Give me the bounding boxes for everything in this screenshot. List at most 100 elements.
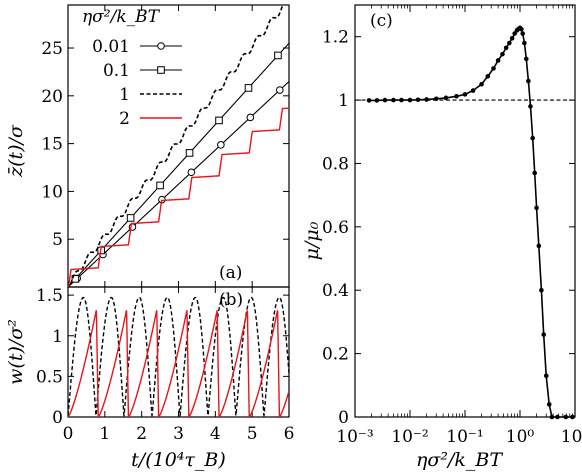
y-axis-label: z̄(t)/σ bbox=[5, 124, 27, 178]
panel-label-c: (c) bbox=[370, 11, 393, 31]
x-tick-label: 10⁰ bbox=[506, 427, 535, 447]
y-tick-label: 0.6 bbox=[322, 218, 349, 238]
data-point bbox=[570, 414, 575, 420]
x-axis-label: ησ²/k_BT bbox=[416, 449, 503, 471]
legend-marker bbox=[157, 42, 165, 50]
data-point bbox=[424, 97, 429, 102]
x-tick-label: 1 bbox=[99, 424, 110, 444]
data-point bbox=[495, 58, 501, 63]
y-tick-label: 0 bbox=[52, 408, 63, 428]
plot-area bbox=[68, 5, 289, 287]
data-point bbox=[530, 135, 535, 141]
x-tick-label: 10¹ bbox=[561, 427, 582, 447]
legend-title: ησ²/k_BT bbox=[82, 7, 161, 27]
data-point bbox=[549, 414, 555, 420]
y-tick-label: 0.2 bbox=[322, 345, 349, 365]
y-tick-label: 0.5 bbox=[36, 367, 63, 387]
x-tick-label: 4 bbox=[210, 424, 221, 444]
data-point bbox=[433, 96, 439, 102]
data-point bbox=[470, 88, 476, 93]
y-tick-label: 10 bbox=[41, 182, 63, 202]
data-point bbox=[520, 31, 526, 36]
panel-label-b: (b) bbox=[219, 290, 243, 310]
x-tick-label: 0 bbox=[63, 424, 74, 444]
data-point bbox=[126, 214, 135, 222]
data-point bbox=[443, 95, 449, 101]
x-tick-label: 6 bbox=[284, 424, 295, 444]
panel-b: 0 0.5 1 1.5 0 1 2 3 4 5 6 w(t)/σ² t/(10⁴τ_B) (b) bbox=[5, 286, 294, 471]
series-line-2 bbox=[68, 310, 289, 417]
y-axis-label: w(t)/σ² bbox=[5, 319, 27, 385]
legend-marker bbox=[157, 66, 165, 74]
legend: ησ²/k_BT 0.01 0.1 1 2 bbox=[82, 7, 182, 129]
data-point bbox=[374, 98, 380, 103]
y-tick-label: 25 bbox=[41, 39, 63, 59]
data-point bbox=[391, 97, 396, 103]
series-line-1 bbox=[68, 5, 284, 287]
legend-entry-label: 0.1 bbox=[103, 61, 130, 81]
data-point bbox=[274, 51, 282, 60]
panel-label-a: (a) bbox=[219, 263, 242, 283]
data-point bbox=[275, 86, 284, 94]
y-tick-label: 20 bbox=[41, 87, 63, 107]
data-point bbox=[534, 205, 539, 211]
data-point bbox=[526, 78, 531, 84]
data-point bbox=[462, 92, 468, 97]
data-point bbox=[523, 56, 529, 62]
data-point bbox=[485, 74, 491, 79]
data-point bbox=[541, 332, 547, 337]
data-point bbox=[543, 373, 549, 379]
data-point bbox=[539, 287, 544, 293]
data-point bbox=[71, 275, 80, 283]
x-axis-label: t/(10⁴τ_B) bbox=[131, 449, 226, 471]
data-point bbox=[563, 414, 569, 420]
data-point bbox=[244, 84, 253, 92]
data-point bbox=[407, 97, 413, 103]
x-tick-label: 10⁻¹ bbox=[446, 427, 483, 447]
y-axis-label: μ/μ₀ bbox=[301, 221, 323, 260]
data-point bbox=[217, 141, 225, 149]
x-tick-label: 3 bbox=[173, 424, 184, 444]
panel-c: 0 0.2 0.4 0.6 0.8 1 1.2 10⁻³ 10⁻² 10⁻¹ 10⁰ 10¹ μ/μ₀ η… bbox=[301, 4, 582, 471]
y-tick-label: 0.4 bbox=[322, 281, 349, 301]
legend-entry-label: 1 bbox=[119, 85, 130, 105]
data-point bbox=[187, 168, 196, 177]
data-point bbox=[185, 149, 194, 157]
data-point bbox=[519, 26, 524, 32]
plot-area bbox=[68, 296, 289, 417]
data-point bbox=[215, 116, 223, 125]
data-point bbox=[532, 170, 537, 176]
data-point bbox=[546, 402, 552, 407]
y-tick-label: 0.8 bbox=[322, 154, 349, 174]
data-point bbox=[507, 40, 512, 46]
data-point bbox=[500, 51, 505, 57]
data-point bbox=[512, 31, 517, 36]
series-line-mu bbox=[369, 26, 573, 418]
y-tick-label: 15 bbox=[41, 135, 63, 155]
panel-c-frame bbox=[354, 4, 576, 418]
data-point bbox=[536, 243, 542, 249]
data-point bbox=[503, 45, 509, 51]
y-tick-label: 1.2 bbox=[322, 28, 349, 48]
x-tick-label: 2 bbox=[136, 424, 147, 444]
x-tick-label: 10⁻³ bbox=[336, 427, 373, 447]
y-tick-label: 0 bbox=[338, 408, 349, 428]
x-tick-label: 10⁻² bbox=[391, 427, 428, 447]
data-point bbox=[479, 81, 484, 87]
y-tick-label: 5 bbox=[52, 230, 63, 250]
series-line-2 bbox=[68, 107, 289, 287]
data-point bbox=[366, 98, 372, 103]
data-point bbox=[415, 97, 421, 103]
data-point bbox=[399, 97, 404, 103]
data-point bbox=[555, 414, 560, 420]
data-point bbox=[528, 104, 533, 109]
panel-a: 5 10 15 20 25 z̄(t)/σ ησ²/k_BT 0.01 0.1 1 2 (a) bbox=[5, 4, 290, 288]
legend-entry-label: 2 bbox=[119, 109, 130, 129]
data-point bbox=[509, 35, 515, 41]
data-point bbox=[522, 40, 527, 46]
data-point bbox=[454, 93, 459, 99]
x-tick-label: 5 bbox=[247, 424, 258, 444]
y-tick-label: 1.5 bbox=[36, 286, 63, 306]
data-point bbox=[156, 181, 164, 190]
